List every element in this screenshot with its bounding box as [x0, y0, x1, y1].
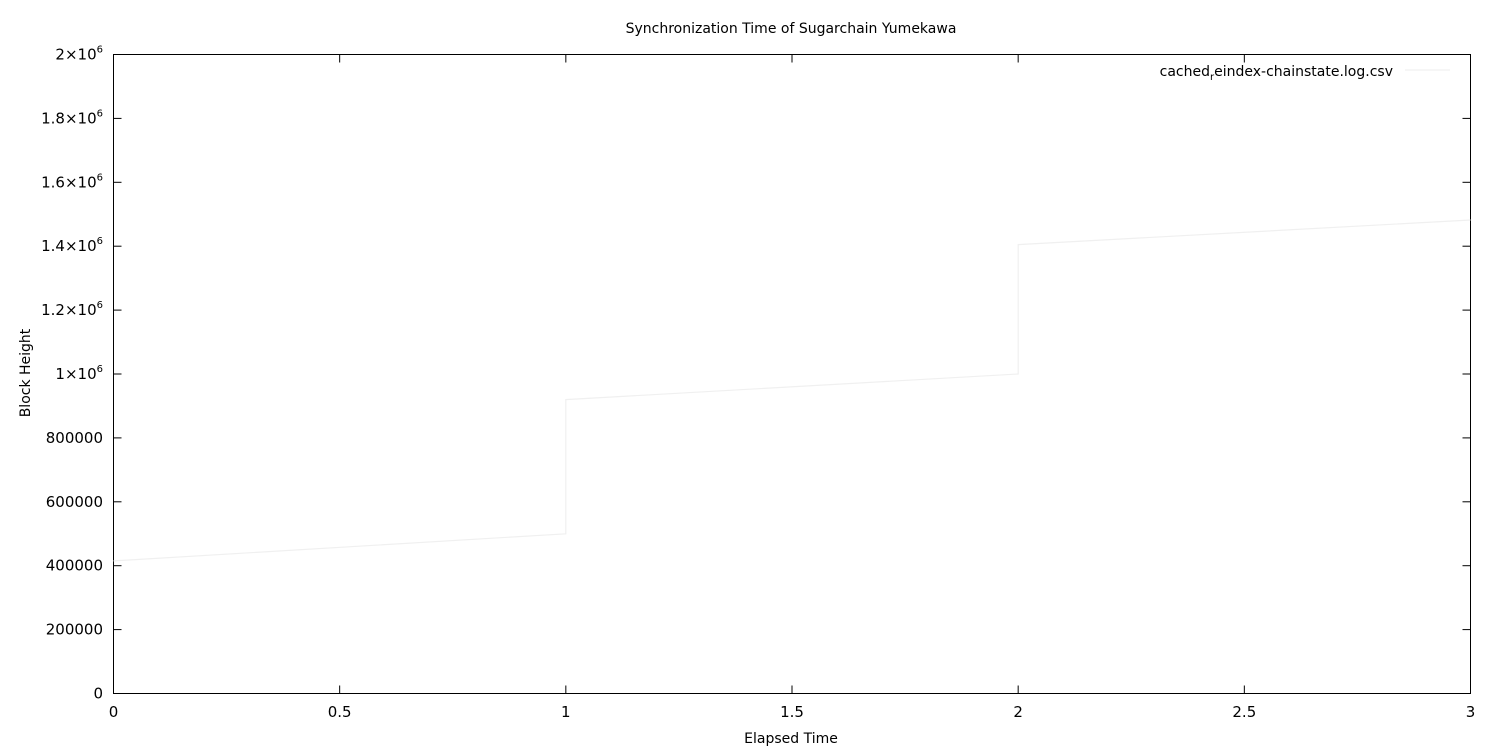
x-tick-label: 2: [1013, 703, 1023, 721]
x-tick-label: 0: [109, 703, 119, 721]
x-tick-label: 0.5: [328, 703, 352, 721]
y-tick-exponent: 6: [97, 236, 103, 247]
y-tick-label: 1.4×106: [41, 236, 103, 255]
x-axis: 0 0.5 1 1.5 2 2.5 3: [109, 54, 1476, 721]
y-tick-label: 1.2×106: [41, 300, 103, 319]
y-tick-exponent: 6: [97, 172, 103, 183]
y-tick-label: 800000: [46, 429, 103, 447]
y-tick-label: 1.6×106: [41, 172, 103, 191]
y-tick-label: 0: [93, 685, 103, 703]
legend: cachedreindex-chainstate.log.csv: [1160, 64, 1450, 83]
y-tick-label: 1×106: [55, 364, 103, 383]
legend-label-part: r: [1210, 72, 1215, 83]
plot-frame: [113, 54, 1471, 694]
y-tick-exponent: 6: [97, 108, 103, 119]
legend-label-part: eindex-chainstate.log.csv: [1214, 64, 1393, 80]
series-layer: [113, 219, 1471, 562]
x-tick-label: 3: [1466, 703, 1476, 721]
y-tick-label: 600000: [46, 493, 103, 511]
y-tick-exponent: 6: [97, 300, 103, 311]
series-line: [113, 219, 1471, 562]
x-tick-label: 2.5: [1232, 703, 1256, 721]
y-tick-label: 200000: [46, 621, 103, 639]
x-tick-label: 1: [561, 703, 571, 721]
y-tick-exponent: 6: [97, 45, 103, 56]
legend-label-part: cached: [1160, 64, 1210, 80]
y-axis: 0 200000 400000 600000 800000 1×106 1.2×106 1.4…: [41, 45, 1471, 703]
x-axis-label: Elapsed Time: [744, 731, 838, 747]
chart-title: Synchronization Time of Sugarchain Yumek…: [626, 21, 957, 37]
legend-label: cachedreindex-chainstate.log.csv: [1160, 64, 1393, 83]
x-tick-label: 1.5: [780, 703, 804, 721]
y-tick-label: 1.8×106: [41, 108, 103, 127]
y-tick-label: 400000: [46, 557, 103, 575]
y-axis-label: Block Height: [18, 328, 34, 417]
y-tick-exponent: 6: [97, 364, 103, 375]
y-tick-label: 2×106: [55, 45, 103, 64]
